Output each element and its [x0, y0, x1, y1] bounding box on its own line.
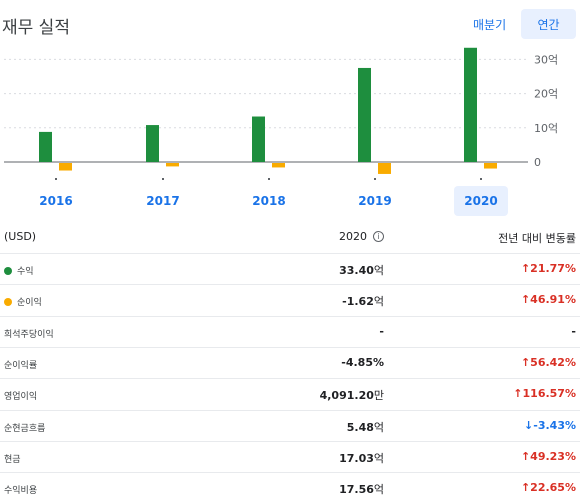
- table-row: 순현금흐름 5.48억 ↓-3.43%: [0, 409, 580, 442]
- green-dot-icon: [4, 266, 12, 275]
- row-label: 순현금흐름: [4, 423, 46, 434]
- row-value: 4,091.20만: [319, 389, 384, 403]
- row-value: 17.56억: [339, 483, 384, 497]
- arrow-up-icon: ↑: [513, 387, 523, 401]
- row-label: 순이익률: [4, 360, 38, 371]
- revenue-bar: [252, 116, 265, 162]
- row-change: ↑116.57%: [513, 387, 576, 401]
- page-title: 재무 실적: [2, 18, 70, 38]
- net-income-bar: [378, 163, 391, 174]
- x-tick-mark: [374, 178, 376, 180]
- net-income-bar: [484, 163, 497, 169]
- x-tick-mark: [268, 178, 270, 180]
- row-label: 영업이익: [4, 392, 38, 403]
- row-label: 수익: [4, 264, 34, 277]
- row-value: 17.03억: [339, 451, 384, 465]
- table-row: 수익비용 17.56억 ↑22.65%: [0, 472, 580, 504]
- y-tick-label: 10억: [534, 122, 558, 135]
- net-income-bar: [166, 163, 179, 167]
- quarterly-button[interactable]: 매분기: [473, 18, 507, 32]
- row-change: -: [571, 324, 576, 338]
- table-row: 희석주당이익 - -: [0, 315, 580, 348]
- financial-bar-chart: 0 10억 20억 30억: [4, 47, 558, 180]
- arrow-up-icon: ↑: [520, 481, 531, 495]
- table-row: 순이익 -1.62억 ↑46.91%: [0, 284, 580, 316]
- arrow-up-icon: ↑: [520, 262, 531, 275]
- row-value: 5.48억: [346, 420, 384, 434]
- row-value: -4.85%: [341, 355, 384, 369]
- revenue-bar: [464, 47, 477, 162]
- y-tick-label: 0: [534, 156, 541, 169]
- row-value: 33.40억: [339, 264, 384, 277]
- arrow-up-icon: ↑: [520, 355, 531, 369]
- arrow-up-icon: ↑: [520, 293, 531, 307]
- year-tab-2019[interactable]: 2019: [358, 194, 392, 208]
- info-icon[interactable]: i: [373, 231, 384, 242]
- annual-button[interactable]: 연간: [521, 9, 576, 39]
- change-column-header: 전년 대비 변동률: [498, 232, 576, 245]
- row-change: ↑56.42%: [520, 355, 576, 369]
- y-tick-label: 20억: [534, 88, 558, 101]
- row-value: -: [379, 324, 384, 338]
- revenue-bar: [146, 125, 159, 162]
- year-tab-2017[interactable]: 2017: [146, 194, 180, 208]
- year-column-header: 2020 i: [339, 230, 384, 243]
- year-tab-2016[interactable]: 2016: [39, 194, 73, 208]
- row-change: ↑46.91%: [520, 293, 576, 307]
- net-income-bar: [272, 163, 285, 168]
- row-change: ↑22.65%: [520, 481, 576, 495]
- currency-label: (USD): [4, 230, 37, 243]
- table-header: (USD) 2020 i 전년 대비 변동률: [0, 222, 580, 252]
- year-tab-2020[interactable]: 2020: [454, 186, 508, 216]
- row-change: ↑21.77%: [520, 262, 576, 275]
- x-tick-mark: [162, 178, 164, 180]
- revenue-bar: [39, 131, 52, 162]
- row-change: ↓-3.43%: [524, 418, 576, 432]
- net-income-bar: [59, 163, 72, 171]
- row-change: ↑49.23%: [520, 449, 576, 463]
- table-row: 순이익률 -4.85% ↑56.42%: [0, 346, 580, 379]
- y-tick-label: 30억: [534, 53, 558, 66]
- table-row: 현금 17.03억 ↑49.23%: [0, 440, 580, 473]
- revenue-bar: [358, 67, 371, 162]
- row-label: 현금: [4, 454, 21, 465]
- table-row: 수익 33.40억 ↑21.77%: [0, 253, 580, 285]
- x-tick-mark: [480, 178, 482, 180]
- row-label: 순이익: [4, 295, 42, 308]
- orange-dot-icon: [4, 297, 12, 306]
- table-row: 영업이익 4,091.20만 ↑116.57%: [0, 378, 580, 410]
- row-label: 희석주당이익: [4, 329, 54, 340]
- year-tab-2018[interactable]: 2018: [252, 194, 286, 208]
- row-label: 수익비용: [4, 486, 38, 497]
- x-tick-mark: [55, 178, 57, 180]
- arrow-up-icon: ↑: [520, 449, 531, 463]
- arrow-down-icon: ↓: [524, 418, 534, 432]
- row-value: -1.62억: [342, 295, 384, 309]
